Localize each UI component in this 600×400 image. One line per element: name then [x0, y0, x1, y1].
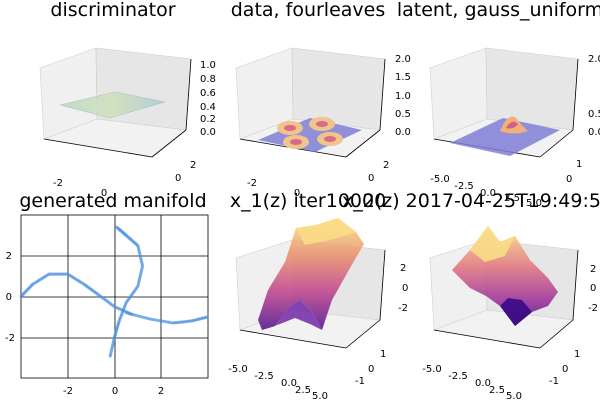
tick-label: 0.0	[281, 378, 297, 389]
tick-label: 0	[562, 364, 568, 375]
tick-label: 0.5	[395, 109, 411, 120]
panel-x1-iter: x_1(z) iter10000 -5.0 -2.5 0.0 2.5 5.0 1…	[228, 190, 408, 400]
tick-label: 0.0	[200, 127, 216, 138]
tick-label: 1.0	[395, 91, 411, 102]
tick-label: -2	[398, 303, 408, 314]
tick-label: 5.0	[312, 391, 328, 400]
tick-label: 0	[175, 173, 181, 184]
panel-latent-gauss-uniform: latent, gauss_uniform -5.0 -2.5 0.0 2.5 …	[397, 0, 600, 209]
tick-label: 1.0	[200, 60, 216, 71]
panel-title: x_2(z) 2017-04-25T19:49:54	[342, 190, 600, 212]
tick-label: 1	[576, 159, 582, 170]
tick-label: -2.5	[448, 371, 468, 382]
tick-label: 2.5	[504, 193, 520, 204]
tick-label: -1	[355, 376, 365, 387]
tick-label: 5.0	[506, 391, 522, 400]
tick-label: 0.0	[395, 127, 411, 138]
tick-label: -5.0	[228, 364, 248, 375]
tick-label: 2.5	[295, 385, 311, 396]
tick-label: 2	[383, 160, 389, 171]
tick-label: 1	[380, 349, 386, 360]
tick-label: 0	[294, 188, 300, 199]
panel-title: data, fourleaves	[231, 0, 386, 21]
tick-label: 0.4	[200, 102, 216, 113]
tick-label: 0	[368, 173, 374, 184]
tick-label: 0.8	[200, 74, 216, 85]
tick-label: -2	[588, 303, 598, 314]
tick-label: 1.5	[395, 72, 411, 83]
panel-title: latent, gauss_uniform	[397, 0, 600, 21]
tick-label: -5.0	[430, 174, 450, 185]
tick-label: 2.5	[489, 385, 505, 396]
panel-data-fourleaves: data, fourleaves -2 0 2 0 2.0 1.5 1.0 0.…	[231, 0, 411, 199]
tick-label: 0	[112, 386, 118, 397]
panel-title: generated manifold	[19, 190, 206, 212]
tick-label: 0	[368, 364, 374, 375]
panel-generated-manifold: generated manifold -2 0 2 2 0 -2	[5, 190, 209, 397]
scatter-point	[108, 354, 112, 358]
surface	[60, 92, 165, 118]
scatter-series	[19, 225, 209, 358]
tick-label: 0	[101, 188, 107, 199]
tick-label: 0	[566, 174, 572, 185]
tick-label: -5.0	[422, 364, 442, 375]
tick-label: 2.0	[588, 54, 600, 65]
tick-label: -1	[549, 376, 559, 387]
tick-label: 0.0	[480, 188, 496, 199]
tick-label: 0	[402, 283, 408, 294]
tick-label: 2.0	[395, 54, 411, 65]
panel-title: discriminator	[50, 0, 175, 21]
plot-area	[20, 214, 209, 379]
surface	[258, 218, 364, 330]
panel-discriminator: discriminator -2 0 2 0 1.0 0.8 0.6 0.4 0…	[39, 0, 216, 199]
tick-label: 0.0	[475, 378, 491, 389]
tick-label: 2	[400, 263, 406, 274]
surface	[450, 118, 560, 156]
tick-label: -2.5	[254, 371, 274, 382]
tick-label: 2	[6, 251, 12, 262]
tick-label: 0.0	[588, 127, 600, 138]
tick-label: 0	[6, 292, 12, 303]
tick-label: -2	[53, 178, 63, 189]
tick-label: 2	[158, 386, 164, 397]
tick-label: -2	[247, 178, 257, 189]
tick-label: 1	[574, 349, 580, 360]
tick-label: -2.5	[454, 181, 474, 192]
panel-title: x_1(z) iter10000	[230, 190, 386, 212]
tick-label: -2	[63, 386, 73, 397]
tick-label: 2	[190, 160, 196, 171]
tick-label: 0.5	[588, 109, 600, 120]
scatter-point	[205, 315, 209, 319]
tick-label: 0.2	[200, 114, 216, 125]
tick-label: 0.6	[200, 88, 216, 99]
tick-label: 5.0	[526, 198, 542, 209]
tick-label: -2	[5, 333, 15, 344]
tick-label: 2	[590, 264, 596, 275]
tick-label: 0	[590, 283, 596, 294]
panel-x2-timestamp: x_2(z) 2017-04-25T19:49:54 -5.0 -2.5 0.0…	[342, 190, 600, 400]
